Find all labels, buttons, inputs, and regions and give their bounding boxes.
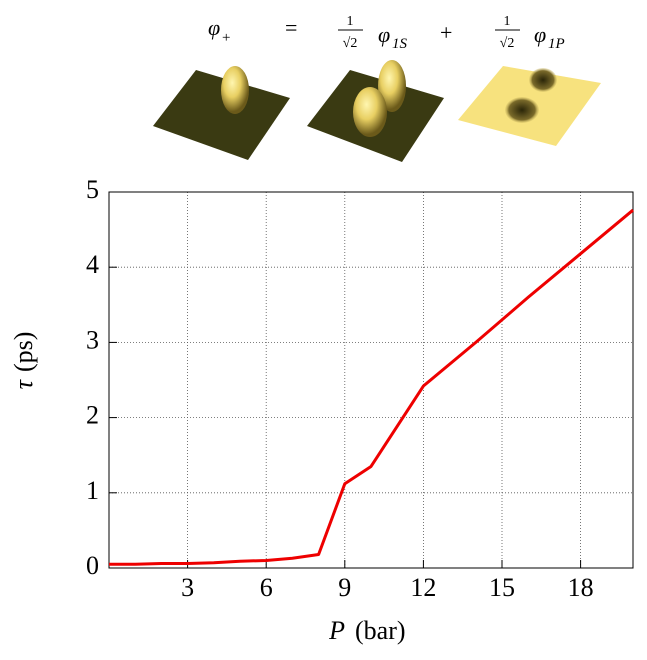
eq-symbol: φ [208, 15, 220, 40]
x-tick-label: 15 [489, 573, 515, 602]
eq-equals: = [285, 15, 297, 40]
eq-subscript: + [222, 30, 230, 46]
y-tick-label: 2 [86, 401, 99, 430]
surface-1s [153, 66, 290, 160]
surface-peak [353, 87, 387, 137]
y-tick-label: 3 [86, 325, 99, 354]
x-axis-symbol: P [328, 616, 345, 645]
surface-plane [153, 70, 290, 160]
chart: φ + = 1 √2 φ 1S + 1 √2 φ 1P τ (ps) P (ba… [0, 0, 647, 660]
surface-lobe [505, 97, 539, 123]
surface-lobe [529, 68, 557, 92]
eq-numerator: 1 [347, 14, 354, 29]
y-tick-label: 1 [86, 476, 99, 505]
equation: φ + = 1 √2 φ 1S + 1 √2 φ 1P [208, 14, 565, 52]
x-axis-unit: (bar) [355, 616, 406, 645]
surface-peak [221, 66, 249, 114]
eq-plus: + [440, 20, 452, 45]
eq-numerator: 1 [504, 14, 511, 29]
y-tick-label: 4 [86, 250, 99, 279]
y-axis-symbol: τ [9, 378, 38, 389]
eq-denominator: √2 [500, 36, 515, 51]
eq-denominator: √2 [343, 36, 358, 51]
x-tick-label: 3 [181, 573, 194, 602]
page: φ + = 1 √2 φ 1S + 1 √2 φ 1P τ (ps) P (ba… [0, 0, 647, 660]
eq-subscript: 1P [548, 36, 565, 52]
surface-1p [458, 66, 601, 146]
y-tick-label: 5 [86, 175, 99, 204]
surface-sum [307, 60, 444, 162]
y-tick-label: 0 [86, 551, 99, 580]
eq-symbol: φ [378, 22, 390, 47]
x-tick-label: 6 [260, 573, 273, 602]
x-tick-label: 12 [410, 573, 436, 602]
eq-symbol: φ [534, 22, 546, 47]
plot-frame [109, 192, 633, 568]
x-tick-label: 18 [568, 573, 594, 602]
x-tick-label: 9 [338, 573, 351, 602]
eq-subscript: 1S [392, 36, 408, 52]
y-axis-unit: (ps) [9, 332, 38, 372]
